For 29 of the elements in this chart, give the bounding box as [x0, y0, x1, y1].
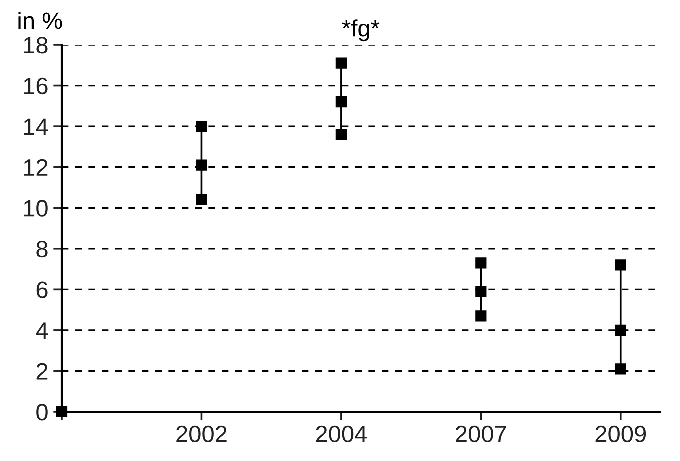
point — [336, 58, 347, 69]
y-tick-label: 0 — [36, 404, 48, 421]
x-tick-label: 2004 — [316, 426, 368, 443]
point — [476, 258, 487, 269]
y-tick-label: 2 — [36, 363, 48, 380]
point — [336, 129, 347, 140]
point — [615, 260, 626, 271]
y-tick-label: 14 — [24, 118, 48, 136]
y-tick-label: 12 — [24, 159, 48, 176]
x-tick-label: 2007 — [456, 426, 506, 443]
y-tick-label: 6 — [36, 282, 48, 298]
chart-title: *fg* — [342, 20, 380, 42]
y-tick-label: 10 — [24, 200, 48, 217]
point — [56, 406, 68, 418]
x-tick-label: 2009 — [596, 426, 646, 443]
point — [196, 121, 208, 132]
y-tick-label: 16 — [24, 78, 48, 95]
point — [196, 194, 208, 206]
point — [476, 310, 487, 322]
y-tick-label: 18 — [24, 37, 48, 54]
point — [336, 96, 347, 108]
point — [615, 324, 626, 336]
y-tick-label: 8 — [36, 240, 48, 258]
y-tick-label: 4 — [36, 322, 48, 339]
point — [196, 160, 208, 171]
point — [476, 286, 487, 298]
x-tick-label: 2002 — [176, 426, 227, 443]
point — [615, 364, 626, 375]
y-axis-title: in % — [18, 12, 62, 30]
